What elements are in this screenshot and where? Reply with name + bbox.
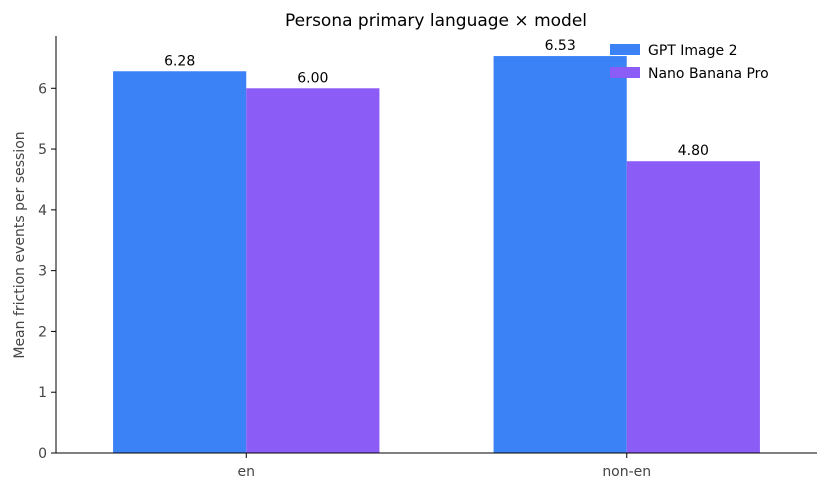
y-tick-label: 1 [38,385,47,401]
bar-value-label: 6.00 [297,70,328,86]
y-tick-label: 6 [38,81,47,97]
bar [246,88,380,453]
chart-title: Persona primary language × model [285,11,587,31]
y-tick-label: 3 [38,264,47,280]
x-tick-label: en [238,464,256,480]
y-axis-label: Mean friction events per session [12,131,28,358]
y-tick-label: 5 [38,142,47,158]
bar [113,71,247,453]
y-tick-label: 2 [38,324,47,340]
plot-area: 0 1 2 3 4 5 6 en 6.28 6.00 non-en 6.53 4.80 [38,38,760,480]
bar-value-label: 4.80 [678,143,709,159]
y-tick-label: 0 [38,446,47,462]
legend: GPT Image 2 Nano Banana Pro [610,43,769,82]
legend-swatch [610,44,640,55]
legend-label: Nano Banana Pro [648,66,769,82]
y-tick-label: 4 [38,203,47,219]
x-tick-label: non-en [602,464,651,480]
bar [626,161,760,454]
legend-swatch [610,67,640,78]
bar [493,56,627,454]
legend-label: GPT Image 2 [648,43,738,59]
bar-value-label: 6.53 [545,38,576,54]
bar-value-label: 6.28 [164,53,195,69]
